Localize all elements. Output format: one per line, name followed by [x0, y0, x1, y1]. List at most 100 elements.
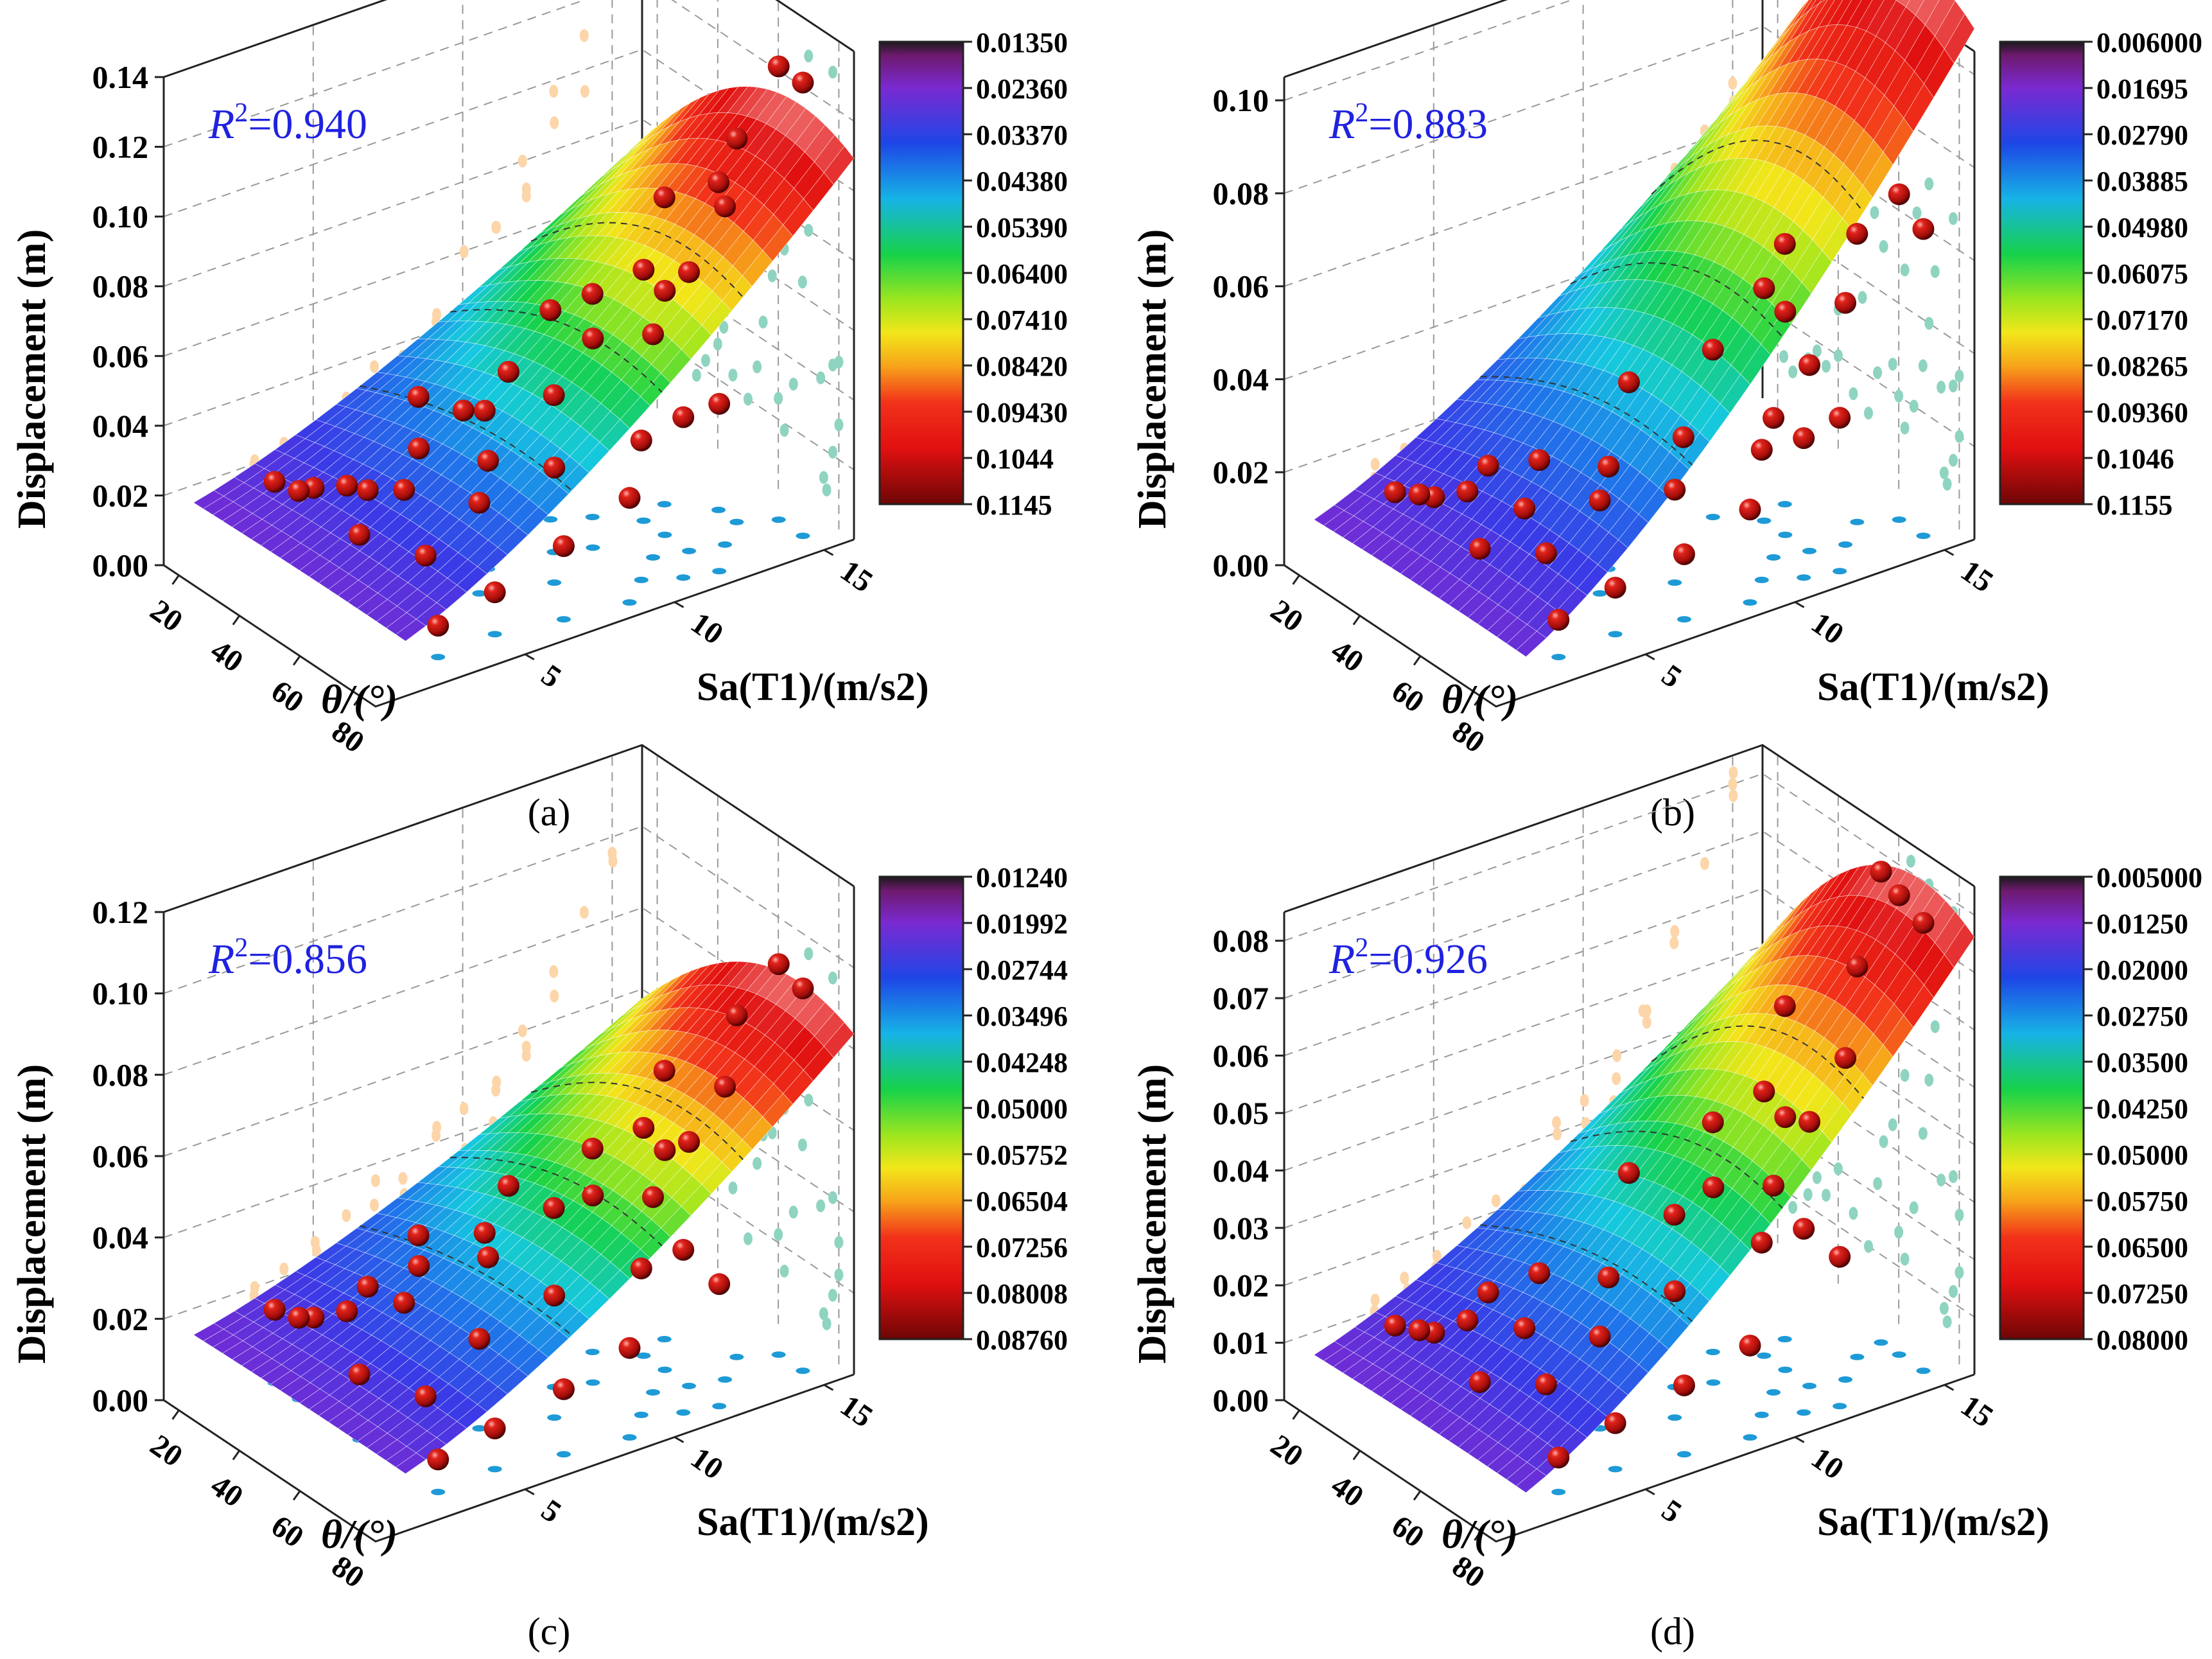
data-point — [427, 615, 449, 637]
axis-base — [163, 1373, 855, 1543]
surface-cell — [1516, 631, 1547, 657]
data-point — [393, 1292, 415, 1314]
data-point — [1384, 481, 1406, 504]
data-point — [1829, 1245, 1851, 1268]
axis-base — [1284, 1373, 1975, 1543]
wall-projection-point — [1580, 1094, 1589, 1107]
wall-projection-point — [1900, 263, 1910, 277]
r2-annotation: R2=0.926 — [1328, 933, 1488, 983]
wall-projection-point — [1864, 407, 1873, 420]
wall-projection-point — [728, 369, 738, 382]
surface-contour — [1570, 262, 1783, 338]
wall-projection-point — [431, 1128, 441, 1142]
floor-projection-point — [1850, 518, 1865, 525]
colorbar-label: 0.08000 — [2096, 1324, 2188, 1356]
x-axis-label: θ/(°) — [1441, 1511, 1518, 1557]
wall-projection-point — [1894, 1225, 1904, 1239]
colorbar-label: 0.1155 — [2096, 489, 2173, 521]
wall-projection-point — [1864, 1240, 1873, 1253]
floor-projection-point — [646, 1389, 661, 1396]
wall-projection-point — [758, 315, 768, 329]
data-point — [726, 127, 748, 150]
floor-projection-point — [1874, 1339, 1888, 1346]
floor-projection-point — [1743, 1434, 1757, 1441]
wall-projection-point — [1939, 466, 1949, 480]
data-point — [1408, 1319, 1431, 1342]
data-point — [473, 399, 496, 422]
surface-contour — [360, 385, 573, 491]
y-tick-label: 15 — [1955, 1389, 1999, 1434]
z-tick-label: 0.00 — [1213, 1382, 1269, 1418]
surface-contour — [1651, 139, 1864, 213]
data-point — [408, 437, 430, 460]
data-point — [1589, 489, 1611, 512]
data-point — [1617, 371, 1640, 394]
z-tick-label: 0.06 — [1213, 268, 1269, 304]
data-point — [708, 1273, 731, 1295]
x-axis-label: θ/(°) — [1441, 676, 1518, 722]
data-point — [1513, 497, 1536, 520]
data-point — [654, 1139, 676, 1161]
wall-projection-point — [816, 371, 826, 385]
wall-projection-point — [779, 1265, 789, 1278]
z-tick-label: 0.10 — [92, 976, 149, 1012]
wall-projection-point — [779, 424, 789, 437]
floor-projection-point — [1592, 590, 1607, 597]
floor-projection-point — [1705, 513, 1720, 520]
data-point — [1384, 1314, 1406, 1337]
z-axis-label: Displacement (m) — [1131, 1064, 1174, 1364]
wall-projection-point — [828, 1288, 837, 1302]
floor-projection-point — [586, 1379, 600, 1386]
z-tick-label: 0.10 — [1213, 82, 1269, 118]
wall-projection-point — [1949, 453, 1958, 467]
z-tick-label: 0.00 — [1213, 547, 1269, 583]
surface-contour — [530, 1082, 744, 1161]
floor-projection-point — [472, 590, 487, 597]
floor-projection-point — [718, 541, 733, 548]
r2-annotation: R2=0.856 — [208, 933, 367, 983]
wall-projection-point — [834, 1236, 844, 1249]
panel-label: (b) — [1650, 791, 1695, 834]
data-point — [630, 429, 652, 452]
wall-projection-point — [608, 854, 618, 868]
wall-projection-point — [1822, 1188, 1831, 1202]
wall-projection-point — [744, 1232, 753, 1245]
z-tick-label: 0.05 — [1213, 1095, 1269, 1131]
data-point — [356, 1276, 379, 1298]
wall-projection-point — [398, 1172, 408, 1185]
wall-projection-point — [342, 1209, 351, 1222]
wall-projection-point — [1894, 389, 1904, 403]
surface-cell — [1516, 1468, 1547, 1493]
panel-label: (c) — [528, 1610, 571, 1653]
wall-projection-point — [819, 1307, 828, 1321]
wall-projection-point — [1669, 936, 1679, 950]
wall-projection-point — [492, 1075, 501, 1089]
floor-projection-point — [1706, 1379, 1721, 1386]
data-point — [1753, 277, 1775, 299]
colorbar — [1999, 40, 2085, 505]
wall-projection-point — [369, 1198, 379, 1212]
wall-projection-point — [828, 66, 837, 79]
z-tick-label: 0.10 — [92, 198, 149, 234]
x-tick — [353, 1531, 361, 1541]
y-tick — [823, 549, 834, 556]
data-point — [767, 953, 790, 976]
z-tick-label: 0.04 — [92, 408, 149, 444]
y-axis-label: Sa(T1)/(m/s2) — [1817, 665, 2050, 709]
data-point — [654, 279, 676, 302]
data-point — [1535, 1373, 1557, 1396]
data-point — [1468, 538, 1491, 560]
colorbar-label: 0.07410 — [976, 304, 1068, 336]
wall-projection-point — [1873, 366, 1883, 380]
wall-projection-point — [370, 1174, 380, 1188]
data-point — [1774, 1106, 1797, 1128]
colorbar-label: 0.04248 — [976, 1047, 1068, 1078]
wall-projection-point — [1462, 1216, 1472, 1229]
wall-projection-point — [279, 1262, 289, 1276]
floor-projection-point — [1916, 532, 1931, 540]
floor-projection-point — [556, 616, 571, 623]
wall-projection-point — [492, 220, 501, 234]
r2-superscript: 2 — [1355, 933, 1368, 963]
wall-projection-point — [728, 1181, 738, 1195]
